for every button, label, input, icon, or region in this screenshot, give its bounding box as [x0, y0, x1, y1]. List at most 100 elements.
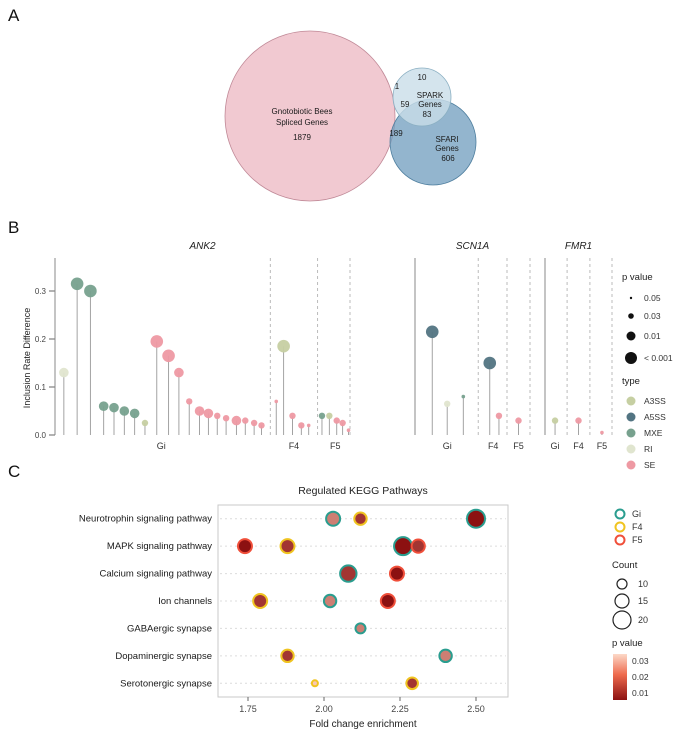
pathway-dot	[438, 648, 453, 664]
lollipop-point	[231, 415, 242, 426]
group-label: F5	[513, 441, 524, 451]
category-label: Serotonergic synapse	[120, 678, 212, 689]
plot-panel-border	[217, 504, 509, 698]
chart-title: Regulated KEGG Pathways	[298, 485, 428, 497]
category-label: Calcium signaling pathway	[100, 569, 213, 580]
pvalue-gradient-bar	[613, 654, 627, 700]
panel-c-label: C	[8, 462, 21, 481]
venn-overlap-gnoto-spark: 1	[395, 82, 400, 91]
lollipop-point	[186, 398, 193, 405]
pathway-dot	[393, 536, 414, 557]
pathway-dot	[279, 538, 296, 555]
size-legend-dot	[625, 352, 637, 364]
pathway-dot	[325, 510, 342, 527]
facet-title: SCN1A	[456, 241, 490, 252]
facet-title: ANK2	[188, 241, 216, 252]
size-legend-title: p value	[622, 272, 653, 283]
x-tick-label: 2.25	[391, 704, 409, 714]
lollipop-point	[306, 423, 311, 428]
size-legend-label: 0.03	[644, 311, 661, 321]
lollipop-point	[289, 412, 296, 419]
lollipop-point	[444, 400, 451, 407]
lollipop-point	[258, 422, 265, 429]
lollipop-point	[174, 367, 184, 378]
venn-circle-gnotobiotic	[224, 30, 396, 202]
size-legend-label: 0.01	[644, 331, 661, 341]
type-legend-label: MXE	[644, 428, 663, 438]
count-legend-circle	[612, 610, 632, 630]
lollipop-chart: 0.0 0.1 0.2 0.3 Inclusion Rate Difference ANK…	[22, 241, 673, 470]
type-legend-label: A5SS	[644, 412, 666, 422]
type-legend-dot	[626, 460, 636, 470]
venn-spark-value: 83	[423, 110, 432, 119]
y-tick-label: 0.0	[35, 431, 47, 440]
pathway-dot	[466, 508, 486, 529]
lollipop-point	[119, 406, 130, 416]
group-legend-dot	[614, 508, 626, 520]
count-legend-label: 20	[638, 615, 648, 625]
pathway-dot	[379, 593, 396, 609]
lollipop-point	[515, 417, 522, 424]
group-label: Gi	[551, 441, 560, 451]
lollipop-point	[162, 349, 175, 363]
lollipop-point	[326, 412, 333, 419]
pathway-dot	[339, 564, 358, 583]
venn-sfari-label-2: Genes	[435, 144, 459, 153]
type-legend-title: type	[622, 376, 640, 387]
lollipop-point	[277, 339, 290, 353]
facet-title: FMR1	[565, 241, 592, 252]
pathway-dot	[322, 593, 338, 609]
group-label: F4	[289, 441, 300, 451]
lollipop-point	[483, 356, 497, 370]
x-tick-label: 2.50	[467, 704, 485, 714]
category-label: MAPK signaling pathway	[107, 541, 212, 552]
venn-gnoto-value: 1879	[293, 133, 311, 142]
pvalue-tick-label: 0.02	[632, 672, 649, 682]
type-legend-label: SE	[644, 460, 656, 470]
count-legend-label: 15	[638, 596, 648, 606]
group-legend-dot	[614, 534, 626, 546]
y-tick-label: 0.1	[35, 383, 47, 392]
lollipop-point	[461, 394, 466, 399]
pathway-dot	[310, 679, 319, 688]
venn-gnoto-label-1: Gnotobiotic Bees	[272, 107, 333, 116]
group-label: F4	[573, 441, 584, 451]
category-label: Neurotrophin signaling pathway	[79, 514, 212, 525]
count-legend-circle	[614, 593, 630, 609]
size-legend-label: < 0.001	[644, 353, 673, 363]
lollipop-point	[194, 406, 205, 416]
type-legend-label: A3SS	[644, 396, 666, 406]
type-legend-dot	[626, 396, 636, 406]
size-legend-label: 0.05	[644, 293, 661, 303]
lollipop-point	[109, 402, 119, 413]
panel-a-label: A	[8, 6, 20, 25]
group-legend-label: F5	[632, 535, 643, 545]
type-legend-label: RI	[644, 444, 653, 454]
venn-sfari-label-1: SFARI	[435, 135, 458, 144]
venn-gnoto-label-2: Spliced Genes	[276, 118, 328, 127]
pathway-dot	[405, 676, 419, 691]
group-legend-label: F4	[632, 522, 643, 532]
pathway-dot	[252, 593, 269, 609]
size-legend-dot	[626, 331, 636, 341]
venn-overlap-gnoto-sfari: 189	[389, 129, 403, 138]
type-legend-dot	[626, 428, 636, 438]
x-axis-title: Fold change enrichment	[309, 719, 417, 730]
lollipop-point	[222, 415, 230, 422]
lollipop-point	[70, 277, 84, 291]
count-legend-label: 10	[638, 579, 648, 589]
lollipop-point	[575, 417, 582, 424]
venn-spark-label-2: Genes	[418, 100, 442, 109]
pvalue-tick-label: 0.01	[632, 688, 649, 698]
group-label: Gi	[443, 441, 452, 451]
count-legend-circle	[616, 578, 628, 590]
venn-overlap-center: 59	[401, 100, 410, 109]
pathway-dot	[353, 511, 368, 526]
x-tick-label: 2.00	[315, 704, 333, 714]
lollipop-point	[150, 335, 164, 348]
lollipop-point	[84, 284, 97, 298]
venn-spark-top-value: 10	[418, 73, 427, 82]
group-label: Gi	[157, 441, 166, 451]
lollipop-point	[141, 419, 149, 427]
venn-circle-spark	[392, 67, 452, 127]
